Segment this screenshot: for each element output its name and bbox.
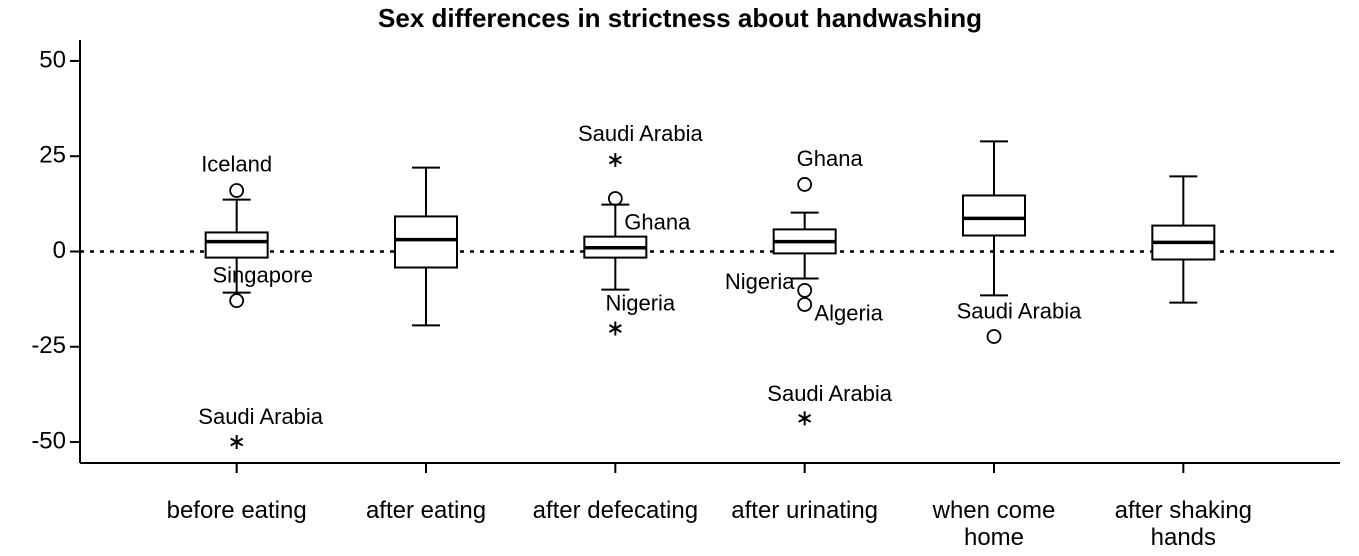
- x-tick-label: after eating: [365, 497, 487, 524]
- outlier-label: Saudi Arabia: [767, 381, 893, 406]
- extreme-outlier: [798, 411, 812, 426]
- chart-title: Sex differences in strictness about hand…: [378, 3, 982, 33]
- outlier-label: Singapore: [213, 262, 313, 287]
- y-tick-label: 50: [39, 46, 66, 73]
- outlier-label: Nigeria: [605, 290, 675, 315]
- x-tick-label: after urinating: [731, 497, 879, 524]
- outlier: [229, 183, 245, 198]
- x-tick-label: when come home: [932, 497, 1056, 551]
- outlier: [986, 329, 1002, 344]
- box: [394, 215, 458, 269]
- outlier-label: Iceland: [201, 151, 272, 176]
- outlier: [229, 293, 245, 309]
- outlier: [607, 191, 623, 206]
- outlier-label: Saudi Arabia: [578, 121, 704, 146]
- extreme-outlier: [608, 153, 622, 168]
- x-tick-label: after shaking hands: [1114, 497, 1253, 551]
- y-tick-label: -50: [31, 427, 66, 454]
- outlier-label: Nigeria: [725, 269, 795, 294]
- outlier: [797, 282, 813, 298]
- y-tick-label: 0: [53, 237, 66, 264]
- extreme-outlier: [608, 321, 622, 336]
- outlier-label: Saudi Arabia: [957, 298, 1083, 323]
- outlier-label: Ghana: [624, 209, 691, 234]
- outlier-label: Algeria: [814, 300, 883, 325]
- x-tick-label: after defecating: [532, 497, 699, 524]
- box: [204, 231, 269, 259]
- extreme-outlier: [230, 435, 244, 450]
- box: [962, 194, 1026, 237]
- outlier: [797, 177, 813, 192]
- outlier-label: Saudi Arabia: [198, 404, 324, 429]
- outlier: [797, 297, 813, 312]
- outlier-label: Ghana: [797, 146, 864, 171]
- y-tick-label: 25: [39, 142, 66, 169]
- y-tick-label: -25: [31, 332, 66, 359]
- x-tick-label: before eating: [166, 497, 307, 524]
